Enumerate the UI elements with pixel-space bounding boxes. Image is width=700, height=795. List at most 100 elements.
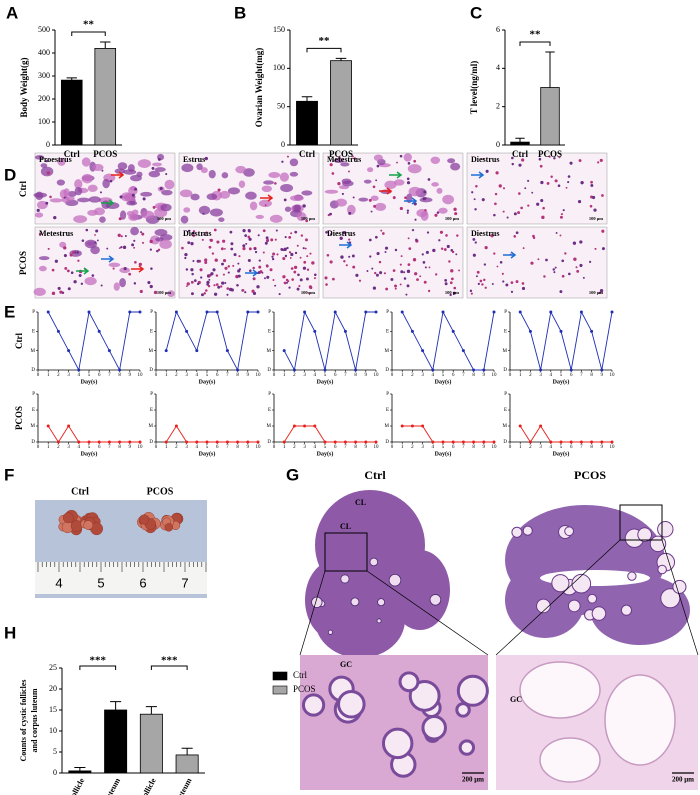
cell <box>385 287 389 291</box>
cell <box>331 172 335 175</box>
cell <box>293 270 297 274</box>
cell <box>403 277 407 280</box>
cell <box>289 256 292 259</box>
arrow <box>131 265 145 273</box>
panel-label: F <box>4 465 14 484</box>
series-line <box>283 310 376 372</box>
x-tick-label: 8 <box>236 445 239 450</box>
cell <box>227 271 230 274</box>
cell <box>351 254 355 258</box>
arrow <box>260 194 274 202</box>
x-tick-label: 2 <box>175 373 178 378</box>
cell <box>474 208 477 211</box>
x-tick-label: 0 <box>155 373 158 378</box>
y-tick-label: 4 <box>496 63 500 72</box>
group-label: PCOS <box>147 486 174 497</box>
x-tick-label: 4 <box>550 373 553 378</box>
cell <box>406 284 410 288</box>
cell <box>580 180 584 185</box>
error-bar <box>515 137 525 143</box>
cell <box>196 282 200 286</box>
point <box>87 440 91 444</box>
cell <box>204 258 208 262</box>
cell <box>340 255 344 259</box>
cell <box>559 215 563 219</box>
cell <box>257 234 260 237</box>
cell <box>264 277 266 280</box>
y-tick-label: E <box>386 408 389 413</box>
cell <box>325 283 328 286</box>
y-tick-label: 500 <box>38 25 50 34</box>
follicle <box>301 693 326 717</box>
cell <box>370 210 373 213</box>
cell <box>219 285 223 288</box>
y-tick-label: P <box>150 392 153 397</box>
cell <box>545 258 548 262</box>
cell <box>73 280 77 284</box>
cell <box>227 187 240 195</box>
cell <box>187 229 191 233</box>
cell <box>289 195 304 202</box>
bar <box>330 60 352 146</box>
cell <box>438 239 441 242</box>
significance-bracket <box>519 41 551 47</box>
cell <box>289 171 299 177</box>
point <box>421 424 425 428</box>
cell <box>206 283 209 286</box>
cell <box>49 195 52 199</box>
cell <box>379 271 383 275</box>
follicle <box>369 557 379 567</box>
group-label: PCOS <box>574 468 606 482</box>
cell <box>117 162 128 170</box>
y-axis-label: Body Weight(g) <box>19 57 29 117</box>
point <box>56 329 60 333</box>
point <box>215 310 219 314</box>
y-tick-label: E <box>32 329 35 334</box>
x-tick-label: 6 <box>98 445 101 450</box>
x-tick-label: 6 <box>452 373 455 378</box>
cell <box>96 239 99 242</box>
cell <box>539 164 543 168</box>
cell <box>518 192 521 195</box>
stage-label: Diestrus <box>471 155 499 164</box>
cell <box>532 236 536 240</box>
cell <box>424 209 427 212</box>
follicle <box>458 739 476 756</box>
x-tick-label: 10 <box>610 373 616 378</box>
cell <box>151 166 155 170</box>
point <box>246 310 250 314</box>
cell <box>300 234 304 237</box>
cell <box>406 177 410 181</box>
cell <box>589 260 592 263</box>
cell <box>298 285 301 288</box>
cell <box>448 260 451 263</box>
x-tick-label: 5 <box>560 373 563 378</box>
legend-label: Ctrl <box>293 670 308 680</box>
point <box>600 368 604 372</box>
cell <box>475 185 478 188</box>
scale-label: 100 μm <box>301 290 315 295</box>
cell <box>406 269 411 273</box>
cell <box>546 181 550 185</box>
cell <box>127 164 135 172</box>
point <box>215 440 219 444</box>
x-tick-label: 10 <box>256 373 262 378</box>
cell <box>190 280 194 284</box>
cell <box>258 265 262 269</box>
cell <box>286 155 289 158</box>
cell <box>305 219 309 223</box>
point <box>205 310 209 314</box>
cell <box>294 230 298 234</box>
x-tick-label: 5 <box>324 373 327 378</box>
y-tick-label: 15 <box>49 705 57 714</box>
legend-swatch <box>272 671 288 681</box>
cell <box>200 167 208 174</box>
y-tick-label: E <box>268 329 271 334</box>
point <box>77 440 81 444</box>
cell <box>567 175 571 178</box>
cell <box>128 272 132 276</box>
cell <box>290 267 294 270</box>
cell <box>471 191 474 194</box>
cell <box>476 270 480 274</box>
cell <box>324 276 328 280</box>
